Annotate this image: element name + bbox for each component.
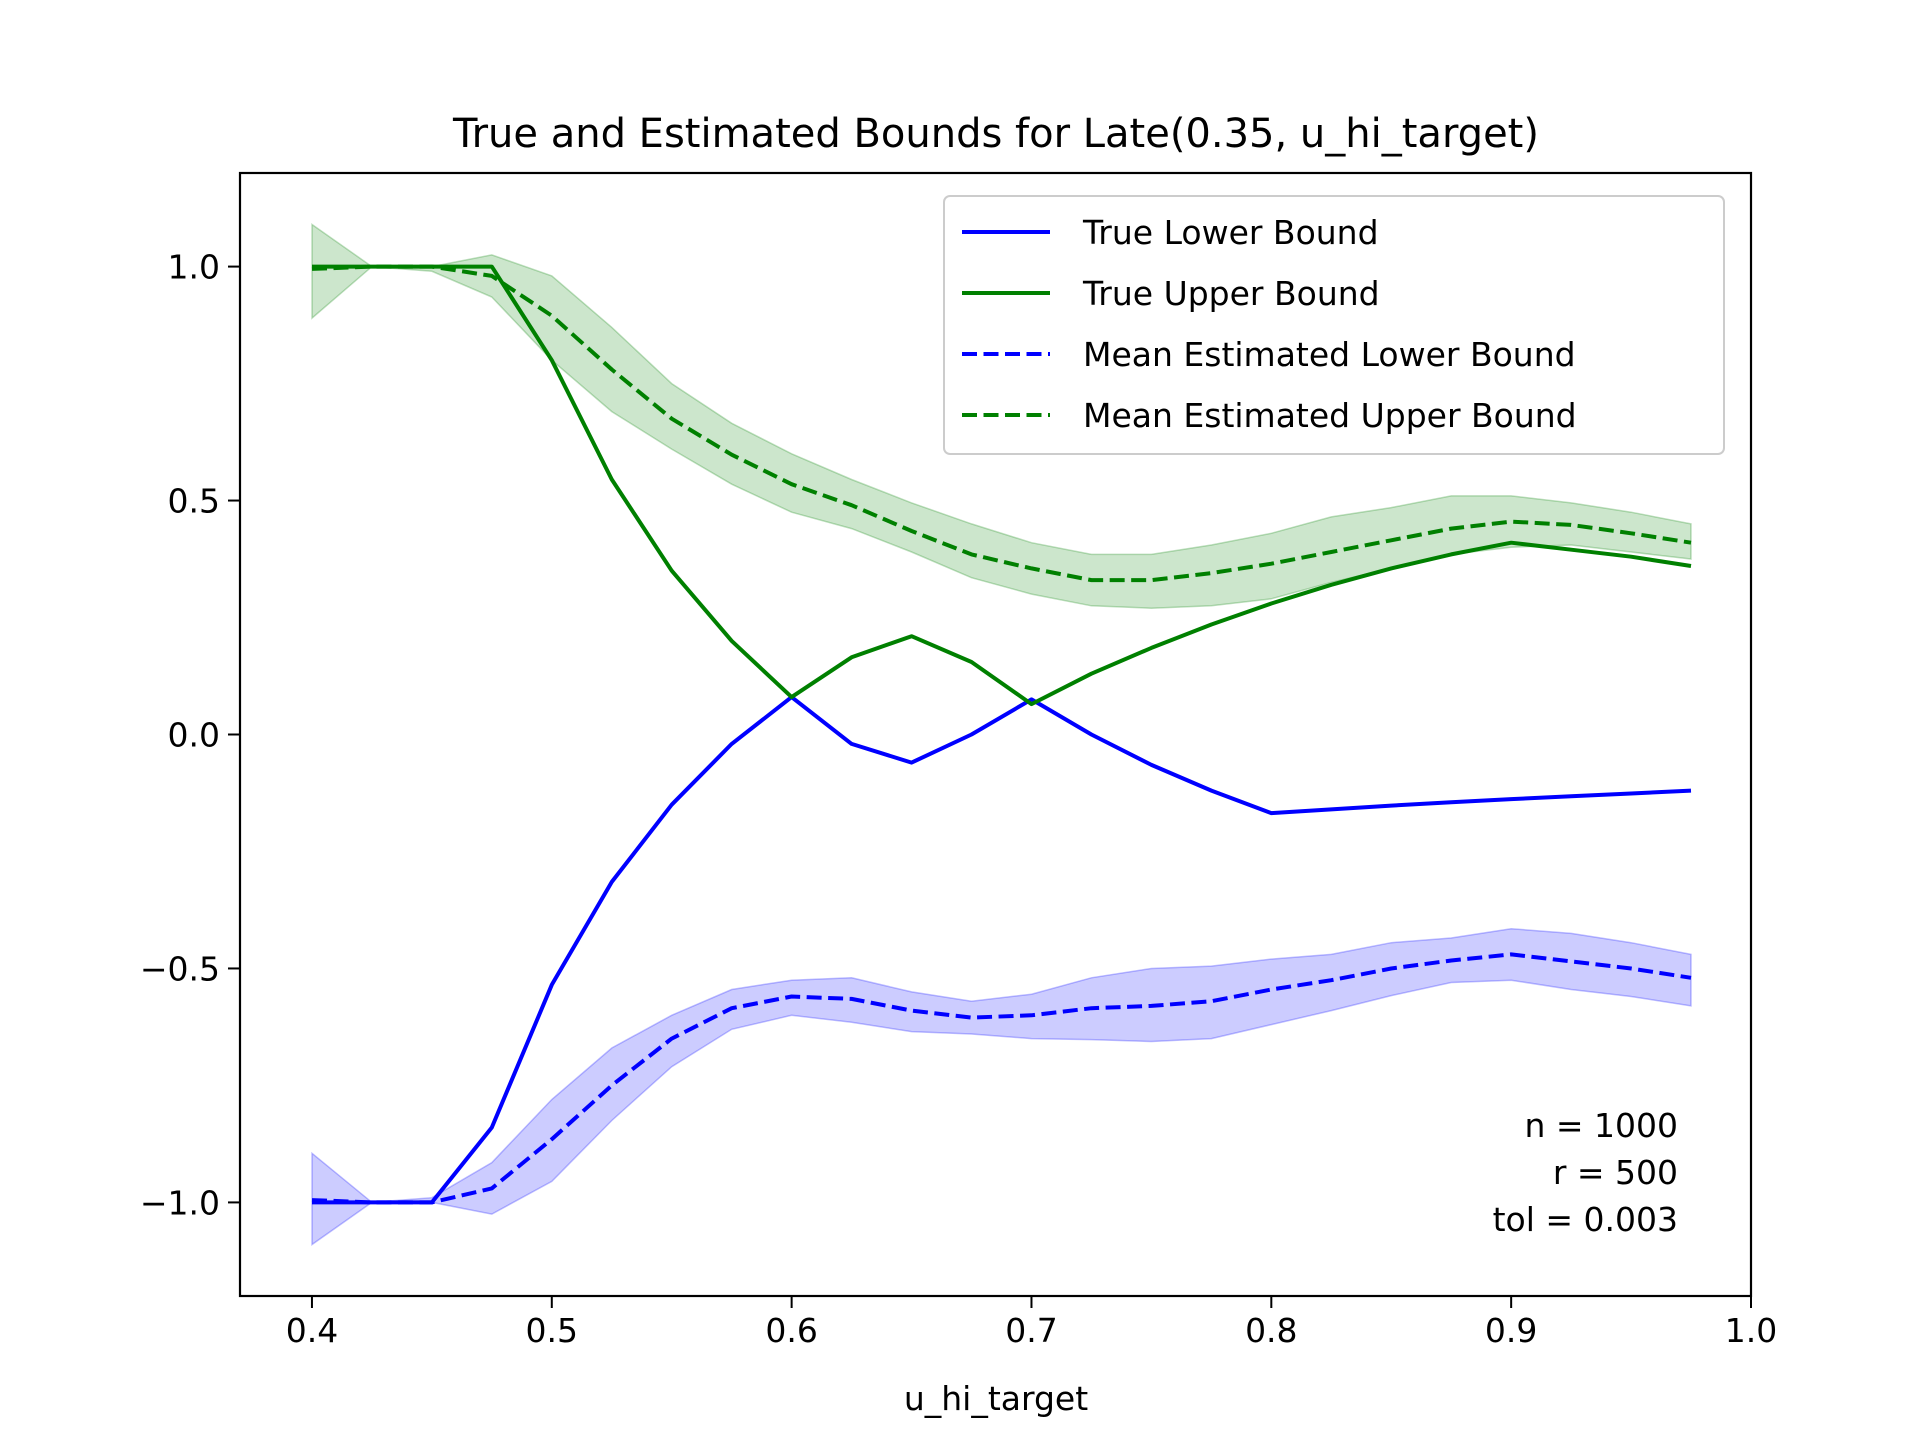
mean-estimated-lower-bound-line xyxy=(311,952,1692,1205)
y-tick-label: 0.5 xyxy=(168,482,220,521)
legend-label-true-lower-bound: True Lower Bound xyxy=(1082,213,1379,252)
x-tick-label: 0.5 xyxy=(526,1311,578,1350)
legend-label-true-upper-bound: True Upper Bound xyxy=(1082,274,1380,313)
y-tick-label: 1.0 xyxy=(168,248,220,287)
legend-label-mean-estimated-lower-bound: Mean Estimated Lower Bound xyxy=(1083,335,1576,374)
x-tick-label: 0.8 xyxy=(1245,1311,1297,1350)
x-tick-label: 0.9 xyxy=(1485,1311,1537,1350)
annotation-line: tol = 0.003 xyxy=(1493,1200,1678,1239)
y-tick-label: −0.5 xyxy=(140,949,220,988)
legend: True Lower Bound True Upper Bound Mean Est… xyxy=(943,195,1725,455)
annotation-line: r = 500 xyxy=(1553,1153,1678,1192)
annotation-line: n = 1000 xyxy=(1524,1106,1678,1145)
legend-box xyxy=(943,195,1725,455)
mean-estimated-upper-bound-band xyxy=(311,223,1692,609)
x-tick-label: 0.6 xyxy=(765,1311,817,1350)
y-tick-label: 0.0 xyxy=(168,716,220,755)
x-tick-label: 1.0 xyxy=(1725,1311,1777,1350)
legend-label-mean-estimated-upper-bound: Mean Estimated Upper Bound xyxy=(1083,396,1577,435)
chart-title: True and Estimated Bounds for Late(0.35,… xyxy=(452,111,1539,157)
true-upper-bound-line xyxy=(312,264,1692,707)
y-tick-label: −1.0 xyxy=(140,1183,220,1222)
true-lower-bound-line xyxy=(312,695,1692,1205)
x-tick-label: 0.4 xyxy=(286,1311,338,1350)
series-lines xyxy=(311,264,1692,1205)
x-tick-label: 0.7 xyxy=(1005,1311,1057,1350)
mean-estimated-upper-bound-line xyxy=(311,264,1692,583)
x-axis: 0.4 0.5 0.6 0.7 0.8 0.9 1.0 xyxy=(286,1296,1777,1350)
y-axis: −1.0 −0.5 0.0 0.5 1.0 xyxy=(140,248,240,1222)
annotation-block: n = 1000 r = 500 tol = 0.003 xyxy=(1493,1106,1678,1239)
x-axis-label: u_hi_target xyxy=(904,1379,1088,1418)
